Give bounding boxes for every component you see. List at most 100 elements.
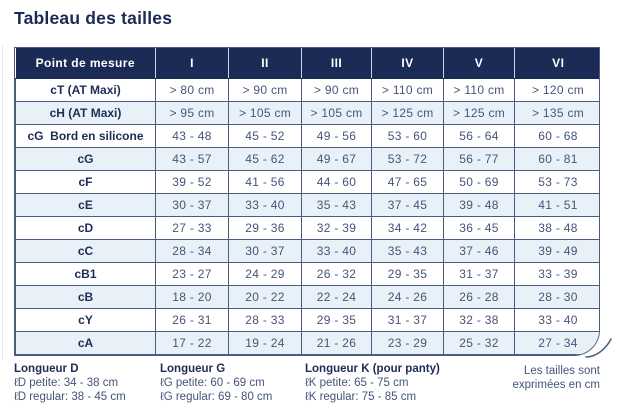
row-value: 32 - 38 <box>443 308 515 332</box>
row-value: > 135 cm <box>514 101 599 125</box>
unit-note-line: exprimées en cm <box>512 379 600 391</box>
row-label: cG <box>15 147 156 171</box>
table-row: cG 43 - 57 45 - 62 49 - 67 53 - 72 56 - 77 60 … <box>15 147 599 171</box>
row-value: > 110 cm <box>371 78 444 102</box>
row-value: 39 - 49 <box>514 239 599 263</box>
unit-note-line: Les tailles sont <box>523 365 600 377</box>
row-value: 28 - 33 <box>228 308 302 332</box>
table-row: cD 27 - 33 29 - 36 32 - 39 34 - 42 36 - 45 38 … <box>15 216 599 240</box>
row-value: 49 - 56 <box>301 124 372 148</box>
row-value: 26 - 28 <box>443 285 515 309</box>
table-row: cF 39 - 52 41 - 56 44 - 60 47 - 65 50 - 69 53 … <box>15 170 599 194</box>
row-value: 56 - 64 <box>443 124 515 148</box>
footnote-line: ℓK regular: 75 - 85 cm <box>305 391 417 403</box>
table-row: cC 28 - 34 30 - 37 33 - 40 35 - 43 37 - 46 39 … <box>15 239 599 263</box>
row-label: cD <box>15 216 156 240</box>
row-label: cF <box>15 170 156 194</box>
row-value: 18 - 20 <box>155 285 229 309</box>
row-value: 17 - 22 <box>155 331 229 355</box>
row-label: cE <box>15 193 156 217</box>
table-row: cY 26 - 31 28 - 33 29 - 35 31 - 37 32 - 38 33 … <box>15 308 599 332</box>
unit-note: Les tailles sont exprimées en cm <box>512 364 600 392</box>
row-value: 36 - 45 <box>443 216 515 240</box>
row-value: 43 - 57 <box>155 147 229 171</box>
row-value: 30 - 37 <box>155 193 229 217</box>
row-value: 45 - 62 <box>228 147 302 171</box>
row-label: cH (AT Maxi) <box>15 101 156 125</box>
row-label: cG Bord en silicone <box>15 124 156 148</box>
row-value: 53 - 60 <box>371 124 444 148</box>
row-label: cT (AT Maxi) <box>15 78 156 102</box>
row-value: 19 - 24 <box>228 331 302 355</box>
row-value: 47 - 65 <box>371 170 444 194</box>
row-value: > 80 cm <box>155 78 229 102</box>
row-value: > 120 cm <box>514 78 599 102</box>
row-value: 49 - 67 <box>301 147 372 171</box>
row-value: 33 - 40 <box>514 308 599 332</box>
table-row: cE 30 - 37 33 - 40 35 - 43 37 - 45 39 - 48 41 … <box>15 193 599 217</box>
row-value: 22 - 24 <box>301 285 372 309</box>
row-value: 24 - 29 <box>228 262 302 286</box>
footnote-longueur-d: Longueur D ℓD petite: 34 - 38 cm ℓD regu… <box>14 362 126 404</box>
row-label: cB1 <box>15 262 156 286</box>
row-value: 31 - 37 <box>371 308 444 332</box>
footnote-line: ℓG petite: 60 - 69 cm <box>160 377 265 389</box>
footnote-line: ℓD petite: 34 - 38 cm <box>14 377 119 389</box>
footnote-line: ℓK petite: 65 - 75 cm <box>305 377 409 389</box>
row-value: 35 - 43 <box>301 193 372 217</box>
footnote-line: ℓG regular: 69 - 80 cm <box>160 391 273 403</box>
row-value: 29 - 35 <box>301 308 372 332</box>
row-value: 53 - 72 <box>371 147 444 171</box>
row-value: 43 - 48 <box>155 124 229 148</box>
table-row: cA 17 - 22 19 - 24 21 - 26 23 - 29 25 - 32 27 … <box>15 331 599 355</box>
table-row: cB1 23 - 27 24 - 29 26 - 32 29 - 35 31 - 37 33… <box>15 262 599 286</box>
row-value: 31 - 37 <box>443 262 515 286</box>
row-value: 39 - 48 <box>443 193 515 217</box>
row-value: 44 - 60 <box>301 170 372 194</box>
footnote-line: ℓD regular: 38 - 45 cm <box>14 391 126 403</box>
row-value: 27 - 34 <box>514 331 599 355</box>
header-size-ii: II <box>228 48 302 79</box>
footnote-title: Longueur G <box>160 363 226 375</box>
table-body: cT (AT Maxi) > 80 cm > 90 cm > 90 cm > 110 c… <box>15 78 599 355</box>
row-value: 26 - 32 <box>301 262 372 286</box>
row-value: 25 - 32 <box>443 331 515 355</box>
row-value: > 90 cm <box>228 78 302 102</box>
row-value: 37 - 45 <box>371 193 444 217</box>
header-size-iv: IV <box>371 48 444 79</box>
row-value: 33 - 40 <box>228 193 302 217</box>
row-value: 23 - 29 <box>371 331 444 355</box>
row-value: > 125 cm <box>371 101 444 125</box>
row-value: > 125 cm <box>443 101 515 125</box>
page-curl-tail-decoration <box>585 338 612 358</box>
row-value: 50 - 69 <box>443 170 515 194</box>
row-label: cY <box>15 308 156 332</box>
row-value: 37 - 46 <box>443 239 515 263</box>
row-value: 23 - 27 <box>155 262 229 286</box>
row-value: 27 - 33 <box>155 216 229 240</box>
row-value: 39 - 52 <box>155 170 229 194</box>
row-value: 32 - 39 <box>301 216 372 240</box>
row-value: 45 - 52 <box>228 124 302 148</box>
row-value: 20 - 22 <box>228 285 302 309</box>
row-value: 28 - 34 <box>155 239 229 263</box>
row-value: 34 - 42 <box>371 216 444 240</box>
footnote-longueur-g: Longueur G ℓG petite: 60 - 69 cm ℓG regu… <box>160 362 272 404</box>
table-row: cG Bord en silicone 43 - 48 45 - 52 49 - 56… <box>15 124 599 148</box>
table-row: cB 18 - 20 20 - 22 22 - 24 24 - 26 26 - 28 28 … <box>15 285 599 309</box>
header-size-v: V <box>443 48 515 79</box>
row-value: 53 - 73 <box>514 170 599 194</box>
row-value: 56 - 77 <box>443 147 515 171</box>
footnote-longueur-k: Longueur K (pour panty) ℓK petite: 65 - … <box>305 362 440 404</box>
size-table: Point de mesure I II III IV V VI cT (AT Maxi) >… <box>15 48 599 355</box>
table-header-row: Point de mesure I II III IV V VI <box>15 48 599 79</box>
row-value: 28 - 30 <box>514 285 599 309</box>
row-value: 35 - 43 <box>371 239 444 263</box>
row-value: 26 - 31 <box>155 308 229 332</box>
row-label: cB <box>15 285 156 309</box>
row-value: > 105 cm <box>301 101 372 125</box>
header-size-i: I <box>155 48 229 79</box>
row-value: 60 - 68 <box>514 124 599 148</box>
row-value: 30 - 37 <box>228 239 302 263</box>
